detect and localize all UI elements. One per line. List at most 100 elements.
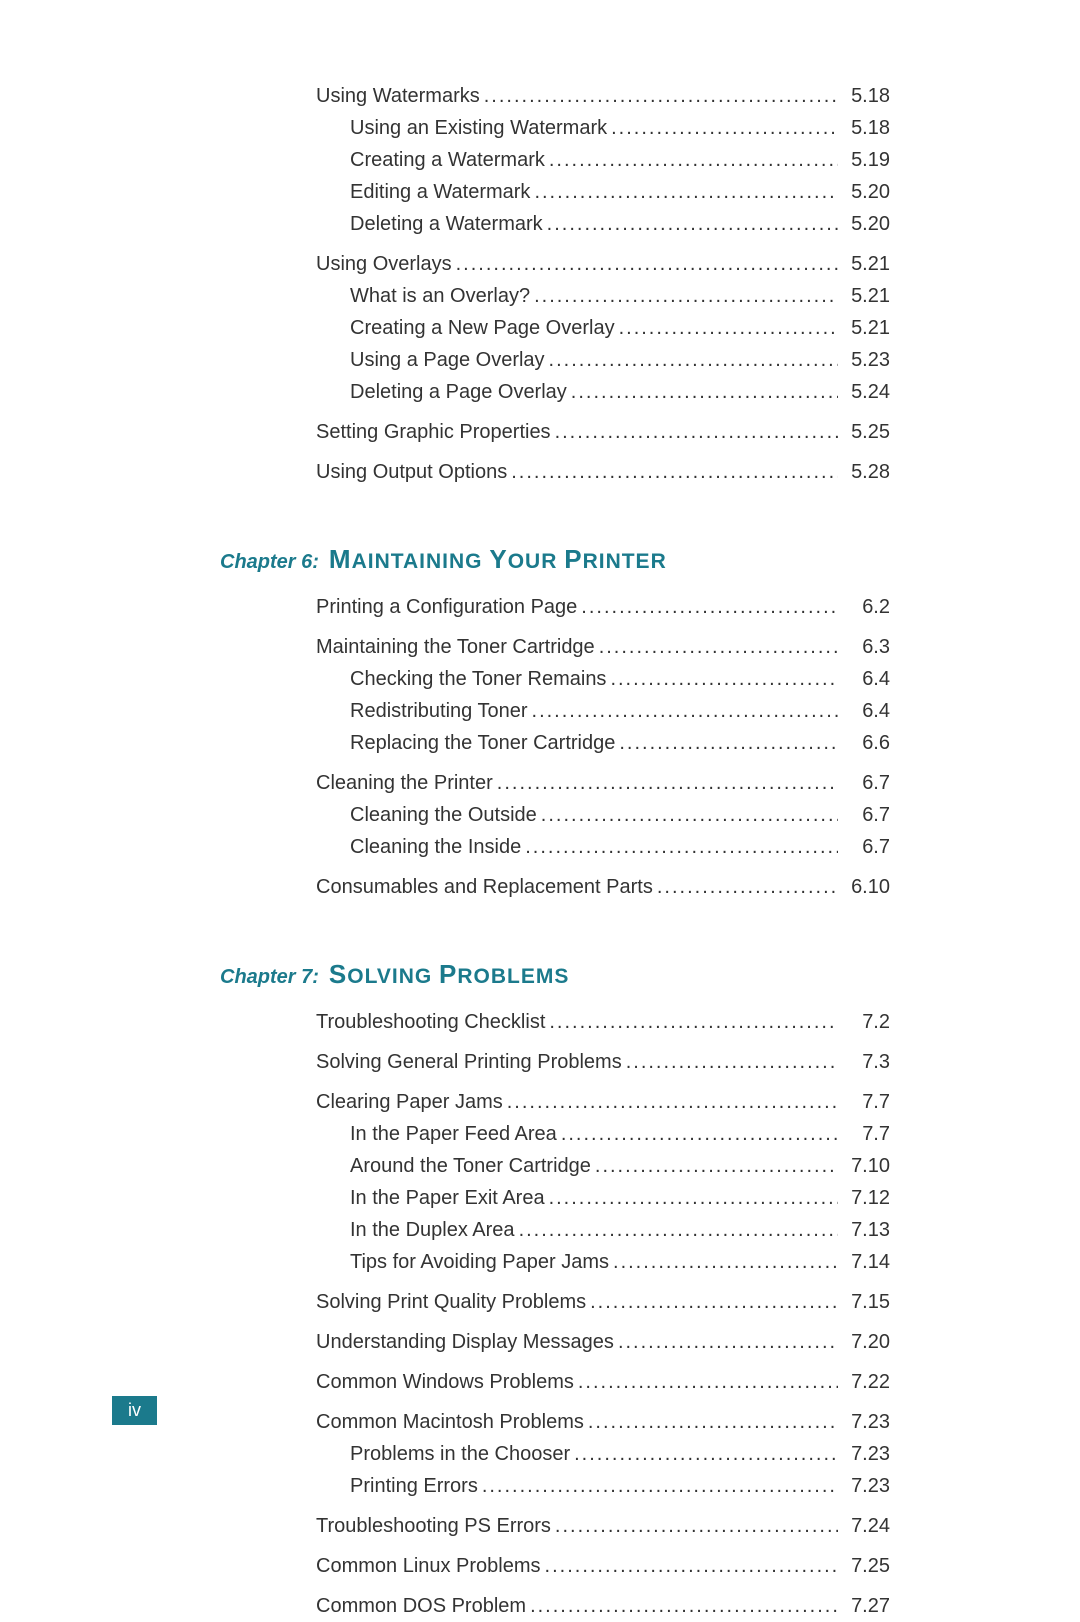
toc-entry-label: Understanding Display Messages xyxy=(316,1326,614,1358)
toc-entry[interactable]: Creating a Watermark 5.19 xyxy=(220,144,890,176)
toc-block: Maintaining the Toner Cartridge 6.3Check… xyxy=(220,631,890,759)
toc-leader-dots xyxy=(478,1470,838,1502)
toc-leader-dots xyxy=(493,767,838,799)
toc-entry[interactable]: Using Output Options 5.28 xyxy=(220,456,890,488)
chapter-title-part: OLVING xyxy=(347,965,432,988)
toc-entry[interactable]: Replacing the Toner Cartridge 6.6 xyxy=(220,727,890,759)
toc-entry[interactable]: Using an Existing Watermark 5.18 xyxy=(220,112,890,144)
toc-entry-page: 7.2 xyxy=(838,1006,890,1038)
toc-entry[interactable]: Common DOS Problem 7.27 xyxy=(220,1590,890,1622)
toc-leader-dots xyxy=(521,831,838,863)
toc-entry[interactable]: Using a Page Overlay 5.23 xyxy=(220,344,890,376)
chapter-title-part: Y xyxy=(489,544,507,574)
toc-entry-label: Setting Graphic Properties xyxy=(316,416,551,448)
toc-entry[interactable]: Tips for Avoiding Paper Jams 7.14 xyxy=(220,1246,890,1278)
toc-entry[interactable]: Around the Toner Cartridge 7.10 xyxy=(220,1150,890,1182)
toc-entry[interactable]: Solving General Printing Problems 7.3 xyxy=(220,1046,890,1078)
toc-entry-page: 7.10 xyxy=(838,1150,890,1182)
toc-entry-page: 5.23 xyxy=(838,344,890,376)
toc-entry[interactable]: Common Windows Problems 7.22 xyxy=(220,1366,890,1398)
toc-entry-label: Around the Toner Cartridge xyxy=(350,1150,591,1182)
toc-entry-label: Cleaning the Inside xyxy=(350,831,521,863)
toc-leader-dots xyxy=(557,1118,838,1150)
toc-entry-page: 7.7 xyxy=(838,1086,890,1118)
toc-entry-label: Common Windows Problems xyxy=(316,1366,574,1398)
toc-entry[interactable]: Cleaning the Printer 6.7 xyxy=(220,767,890,799)
toc-entry-label: Common DOS Problem xyxy=(316,1590,526,1622)
toc-block: Setting Graphic Properties 5.25 xyxy=(220,416,890,448)
toc-leader-dots xyxy=(574,1366,838,1398)
toc-leader-dots xyxy=(586,1286,838,1318)
toc-entry[interactable]: Common Linux Problems 7.25 xyxy=(220,1550,890,1582)
toc-leader-dots xyxy=(570,1438,838,1470)
toc-entry[interactable]: Maintaining the Toner Cartridge 6.3 xyxy=(220,631,890,663)
toc-entry[interactable]: Redistributing Toner 6.4 xyxy=(220,695,890,727)
toc-entry[interactable]: Printing a Configuration Page 6.2 xyxy=(220,591,890,623)
toc-leader-dots xyxy=(543,208,838,240)
toc-entry[interactable]: Deleting a Page Overlay 5.24 xyxy=(220,376,890,408)
toc-entry-page: 5.18 xyxy=(838,112,890,144)
toc-entry[interactable]: Setting Graphic Properties 5.25 xyxy=(220,416,890,448)
toc-entry-page: 6.7 xyxy=(838,767,890,799)
toc-leader-dots xyxy=(452,248,838,280)
toc-entry[interactable]: In the Paper Feed Area 7.7 xyxy=(220,1118,890,1150)
toc-entry[interactable]: Cleaning the Inside 6.7 xyxy=(220,831,890,863)
chapter-prefix: Chapter 6: xyxy=(220,551,319,574)
toc-entry-label: Using Watermarks xyxy=(316,80,480,112)
toc-entry-page: 7.15 xyxy=(838,1286,890,1318)
toc-entry-page: 5.28 xyxy=(838,456,890,488)
toc-block: Using Watermarks 5.18Using an Existing W… xyxy=(220,80,890,240)
toc-leader-dots xyxy=(537,799,838,831)
toc-entry-page: 5.21 xyxy=(838,248,890,280)
toc-entry[interactable]: What is an Overlay? 5.21 xyxy=(220,280,890,312)
toc-leader-dots xyxy=(567,376,838,408)
toc-entry[interactable]: Troubleshooting PS Errors 7.24 xyxy=(220,1510,890,1542)
toc-entry[interactable]: Printing Errors 7.23 xyxy=(220,1470,890,1502)
toc-leader-dots xyxy=(551,416,838,448)
toc-block: Common Linux Problems 7.25 xyxy=(220,1550,890,1582)
toc-entry[interactable]: Solving Print Quality Problems 7.15 xyxy=(220,1286,890,1318)
toc-entry[interactable]: Common Macintosh Problems 7.23 xyxy=(220,1406,890,1438)
toc-entry[interactable]: In the Duplex Area 7.13 xyxy=(220,1214,890,1246)
toc-entry-label: In the Paper Exit Area xyxy=(350,1182,545,1214)
toc-entry-page: 6.4 xyxy=(838,695,890,727)
toc-entry[interactable]: Creating a New Page Overlay 5.21 xyxy=(220,312,890,344)
toc-entry-label: Cleaning the Printer xyxy=(316,767,493,799)
chapter-title: SOLVING PROBLEMS xyxy=(329,959,569,990)
toc-entry[interactable]: Cleaning the Outside 6.7 xyxy=(220,799,890,831)
toc-entry-page: 6.10 xyxy=(838,871,890,903)
toc-entry[interactable]: Problems in the Chooser 7.23 xyxy=(220,1438,890,1470)
toc-entry[interactable]: Editing a Watermark 5.20 xyxy=(220,176,890,208)
toc-entry[interactable]: Clearing Paper Jams 7.7 xyxy=(220,1086,890,1118)
toc-entry-label: Clearing Paper Jams xyxy=(316,1086,503,1118)
toc-entry[interactable]: In the Paper Exit Area 7.12 xyxy=(220,1182,890,1214)
toc-entry-label: Checking the Toner Remains xyxy=(350,663,606,695)
toc-block: Common Macintosh Problems 7.23Problems i… xyxy=(220,1406,890,1502)
toc-entry-label: Cleaning the Outside xyxy=(350,799,537,831)
toc-entry-label: Troubleshooting Checklist xyxy=(316,1006,545,1038)
toc-entry[interactable]: Consumables and Replacement Parts 6.10 xyxy=(220,871,890,903)
chapter-heading: Chapter 7: SOLVING PROBLEMS xyxy=(220,959,890,990)
toc-entry-page: 6.2 xyxy=(838,591,890,623)
toc-entry-page: 7.14 xyxy=(838,1246,890,1278)
toc-entry-page: 7.23 xyxy=(838,1406,890,1438)
toc-entry[interactable]: Understanding Display Messages 7.20 xyxy=(220,1326,890,1358)
toc-entry-label: Solving Print Quality Problems xyxy=(316,1286,586,1318)
toc-entry[interactable]: Using Overlays 5.21 xyxy=(220,248,890,280)
chapter-title-part: RINTER xyxy=(583,550,667,573)
toc-entry[interactable]: Using Watermarks 5.18 xyxy=(220,80,890,112)
toc-entry[interactable]: Checking the Toner Remains 6.4 xyxy=(220,663,890,695)
toc-entry-page: 6.4 xyxy=(838,663,890,695)
toc-leader-dots xyxy=(530,176,838,208)
toc-entry-label: Creating a Watermark xyxy=(350,144,545,176)
toc-block: Consumables and Replacement Parts 6.10 xyxy=(220,871,890,903)
toc-entry[interactable]: Troubleshooting Checklist 7.2 xyxy=(220,1006,890,1038)
toc-entry-label: Troubleshooting PS Errors xyxy=(316,1510,551,1542)
toc-entry-page: 7.23 xyxy=(838,1470,890,1502)
chapter-prefix: Chapter 7: xyxy=(220,966,319,989)
toc-leader-dots xyxy=(615,727,838,759)
toc-entry-label: Using Output Options xyxy=(316,456,507,488)
toc-leader-dots xyxy=(530,280,838,312)
toc-entry-label: Maintaining the Toner Cartridge xyxy=(316,631,595,663)
toc-entry[interactable]: Deleting a Watermark 5.20 xyxy=(220,208,890,240)
